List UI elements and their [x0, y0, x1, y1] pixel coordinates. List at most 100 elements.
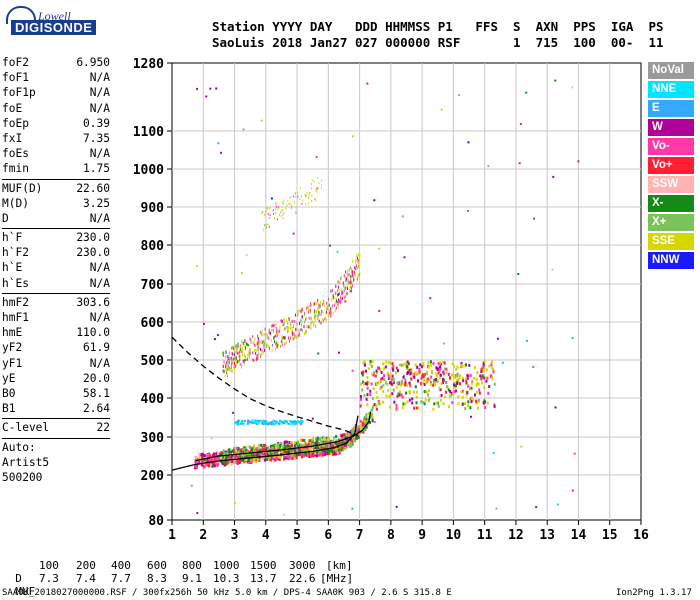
echo-point	[260, 443, 263, 447]
echo-point	[308, 454, 311, 458]
echo-point	[492, 367, 495, 371]
echo-point	[308, 316, 310, 320]
echo-point	[366, 82, 369, 85]
echo-point	[242, 422, 245, 425]
echo-point	[285, 207, 287, 210]
echo-point	[268, 446, 271, 450]
echo-point	[286, 422, 289, 425]
echo-point	[275, 342, 277, 346]
echo-point	[304, 193, 306, 196]
echo-point	[379, 368, 382, 372]
echo-point	[252, 455, 255, 459]
echo-point	[404, 402, 407, 406]
echo-point	[398, 390, 401, 394]
param-separator	[2, 418, 110, 420]
muf-value: 9.1	[182, 572, 202, 585]
echo-point	[571, 86, 574, 89]
echo-point	[248, 352, 250, 356]
echo-point	[275, 205, 277, 208]
y-tick-label: 700	[141, 278, 165, 293]
echo-point	[296, 444, 299, 448]
echo-point	[249, 446, 252, 450]
echo-point	[301, 314, 303, 318]
echo-point	[252, 459, 255, 463]
echo-point	[416, 379, 419, 383]
echo-point	[242, 450, 245, 454]
echo-point	[235, 451, 238, 455]
echo-point	[341, 436, 344, 440]
param-row: MUF(D) 22.60	[2, 181, 110, 196]
echo-point	[453, 364, 456, 368]
param-row: B0 58.1	[2, 386, 110, 401]
echo-point	[293, 332, 295, 336]
echo-point	[401, 406, 404, 410]
echo-point	[462, 379, 465, 383]
echo-point	[281, 343, 283, 347]
echo-point	[295, 328, 297, 332]
echo-point	[354, 439, 357, 443]
echo-point	[249, 348, 251, 352]
echo-point	[194, 459, 197, 463]
distance-label: D	[15, 572, 22, 585]
echo-point	[275, 422, 278, 425]
echo-point	[326, 446, 329, 450]
echo-point	[283, 212, 285, 215]
echo-point	[377, 402, 380, 406]
echo-point	[224, 450, 227, 454]
echo-point	[282, 336, 284, 340]
echo-point	[263, 346, 265, 350]
legend-item-nnw: NNW	[648, 252, 694, 269]
echo-point	[233, 456, 236, 460]
y-tick-label: 300	[141, 431, 165, 446]
echo-point	[363, 419, 366, 423]
echo-point	[400, 363, 403, 367]
echo-point	[370, 412, 373, 416]
echo-point	[262, 419, 265, 422]
echo-point	[369, 389, 372, 393]
echo-point	[331, 288, 333, 292]
echo-point	[248, 460, 251, 464]
echo-point	[324, 317, 326, 321]
echo-point	[288, 440, 291, 444]
echo-point	[360, 427, 363, 431]
echo-point	[280, 452, 283, 456]
echo-point	[246, 455, 249, 459]
echo-point	[232, 353, 234, 357]
echo-point	[458, 376, 461, 380]
echo-point	[445, 367, 448, 371]
echo-point	[259, 347, 261, 351]
echo-point	[235, 449, 238, 453]
echo-point	[265, 421, 268, 424]
echo-point	[435, 372, 438, 376]
echo-point	[310, 303, 312, 307]
echo-point	[306, 446, 309, 450]
param-name: h`F2	[2, 246, 29, 260]
echo-point	[266, 423, 269, 426]
echo-point	[313, 180, 315, 183]
echo-point	[472, 376, 475, 380]
echo-point	[446, 385, 449, 389]
param-row: C-level 22	[2, 420, 110, 435]
echo-point	[519, 123, 522, 126]
echo-point	[272, 323, 274, 327]
echo-point	[442, 342, 445, 345]
echo-point	[267, 336, 269, 340]
echo-point	[325, 436, 328, 440]
echo-point	[442, 402, 445, 406]
echo-point	[232, 345, 234, 349]
echo-point	[338, 298, 340, 302]
echo-point	[345, 445, 348, 449]
echo-point	[298, 447, 301, 451]
polarization-legend: NoVal NNE E W Vo- Vo+ SSW X- X+ SSE NNW	[648, 62, 694, 271]
echo-point	[328, 445, 331, 449]
echo-point	[469, 373, 472, 377]
echo-point	[268, 421, 271, 424]
echo-point	[268, 328, 270, 332]
echo-point	[349, 288, 351, 292]
echo-point	[310, 316, 312, 320]
echo-point	[253, 358, 255, 362]
echo-point	[342, 291, 344, 295]
legend-item-xminus: X-	[648, 195, 694, 212]
echo-point	[190, 484, 193, 487]
echo-point	[442, 381, 445, 385]
